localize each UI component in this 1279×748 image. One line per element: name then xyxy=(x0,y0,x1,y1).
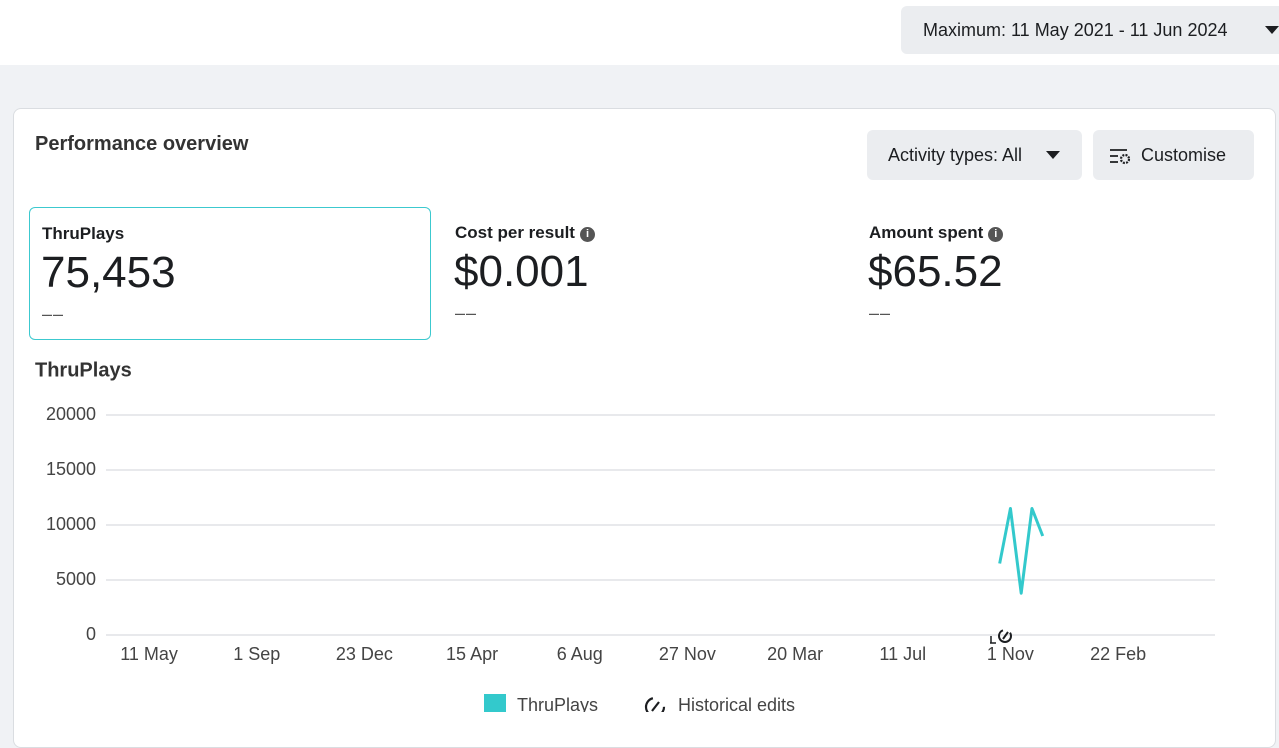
y-tick-label: 20000 xyxy=(46,404,96,424)
info-icon[interactable]: i xyxy=(988,227,1004,242)
metric-label: Cost per result xyxy=(455,223,575,242)
button-label: Activity types: All xyxy=(888,145,1023,165)
metric-label: Amount spent xyxy=(869,223,984,242)
metric-value: $65.52 xyxy=(868,247,1003,296)
metric-label-row: Cost per result i xyxy=(455,223,595,243)
customise-icon xyxy=(1110,149,1131,165)
metric-change: –– xyxy=(869,303,892,323)
dropdown-arrow xyxy=(1046,151,1060,159)
metric-value: $0.001 xyxy=(454,247,589,296)
date-range-label: Maximum: 11 May 2021 - 11 Jun 2024 xyxy=(923,20,1228,40)
legend-swatch xyxy=(484,694,506,712)
x-tick-label: 6 Aug xyxy=(557,644,603,664)
x-tick-label: 11 May xyxy=(120,644,178,664)
x-tick-label: 11 Jul xyxy=(879,644,926,664)
button-label: Customise xyxy=(1141,145,1227,165)
historical-edit-marker[interactable] xyxy=(990,629,1012,644)
metric-card[interactable]: Amount spent i $65.52 –– xyxy=(857,207,1259,340)
legend-historical-icon xyxy=(644,696,666,712)
metric-label-row: Amount spent i xyxy=(869,223,1004,243)
x-tick-label: 15 Apr xyxy=(446,644,498,664)
x-tick-label: 1 Sep xyxy=(233,644,280,664)
legend-label[interactable]: Historical edits xyxy=(678,695,795,712)
metric-value: 75,453 xyxy=(41,248,176,297)
chart: ThruPlays ThruPlays Historical edits 0 50… xyxy=(35,359,1215,712)
metric-change: –– xyxy=(455,303,478,323)
panel-title: Performance overview xyxy=(35,133,249,155)
metric-label: ThruPlays xyxy=(42,224,125,243)
y-tick-label: 5000 xyxy=(56,569,96,589)
y-tick-label: 10000 xyxy=(46,514,96,534)
dropdown-arrow xyxy=(1265,26,1279,34)
chart-title: ThruPlays xyxy=(35,359,132,381)
date-range-picker[interactable]: Maximum: 11 May 2021 - 11 Jun 2024 xyxy=(901,6,1279,54)
x-tick-label: 23 Dec xyxy=(336,644,393,664)
x-tick-label: 1 Nov xyxy=(987,644,1034,664)
y-tick-label: 0 xyxy=(86,624,96,644)
metric-card[interactable]: ThruPlays 75,453 –– xyxy=(29,207,431,340)
line-series xyxy=(998,507,1045,595)
info-icon[interactable]: i xyxy=(579,227,595,242)
customise-button[interactable]: Customise xyxy=(1093,130,1254,180)
metric-card[interactable]: Cost per result i $0.001 –– xyxy=(443,207,845,340)
x-tick-label: 22 Feb xyxy=(1090,644,1146,664)
x-tick-label: 27 Nov xyxy=(659,644,716,664)
x-tick-label: 20 Mar xyxy=(767,644,823,664)
legend-label[interactable]: ThruPlays xyxy=(517,695,598,712)
metric-change: –– xyxy=(42,304,65,324)
activity-types-button[interactable]: Activity types: All xyxy=(867,130,1082,180)
y-tick-label: 15000 xyxy=(46,459,96,479)
